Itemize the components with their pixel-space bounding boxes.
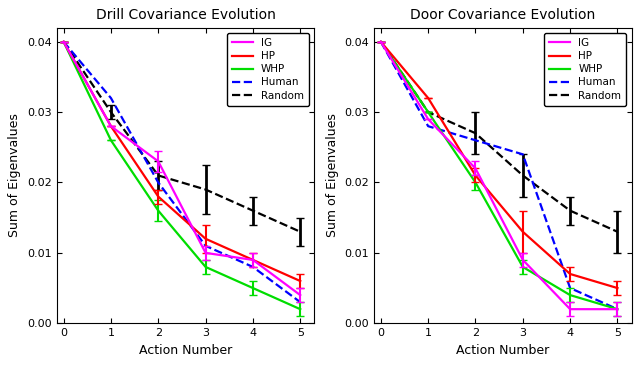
Title: Drill Covariance Evolution: Drill Covariance Evolution [95, 8, 275, 22]
X-axis label: Action Number: Action Number [139, 344, 232, 357]
Legend: IG, HP, WHP, Human, Random: IG, HP, WHP, Human, Random [227, 33, 309, 106]
Legend: IG, HP, WHP, Human, Random: IG, HP, WHP, Human, Random [544, 33, 627, 106]
Y-axis label: Sum of Eigenvalues: Sum of Eigenvalues [8, 114, 21, 237]
X-axis label: Action Number: Action Number [456, 344, 549, 357]
Y-axis label: Sum of Eigenvalues: Sum of Eigenvalues [326, 114, 339, 237]
Title: Door Covariance Evolution: Door Covariance Evolution [410, 8, 595, 22]
